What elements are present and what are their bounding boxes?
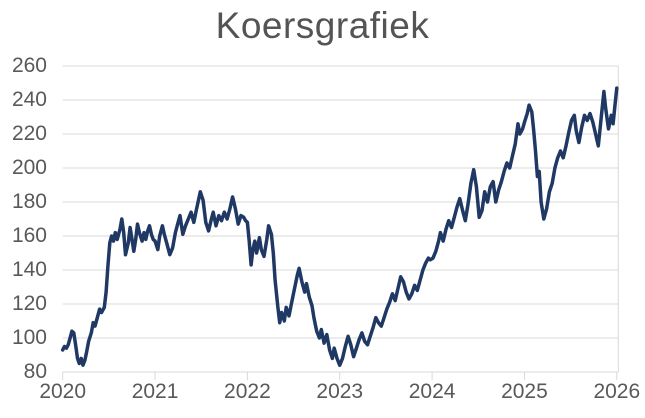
- y-axis-tick-label: 220: [11, 122, 47, 145]
- x-axis-tick-label: 2026: [593, 380, 641, 403]
- y-axis-tick-label: 260: [11, 54, 47, 77]
- x-axis-tick-label: 2023: [316, 380, 364, 403]
- y-axis-tick-label: 200: [11, 156, 47, 179]
- chart-title: Koersgrafiek: [215, 5, 430, 46]
- y-axis-tick-label: 100: [11, 326, 47, 349]
- x-axis-tick-label: 2025: [501, 380, 548, 403]
- y-axis-tick-label: 120: [11, 292, 47, 315]
- y-axis-tick-label: 180: [11, 190, 47, 213]
- x-axis-tick-label: 2022: [224, 380, 271, 403]
- price-series-line: [60, 86, 619, 367]
- y-axis-tick-label: 80: [23, 360, 47, 383]
- y-axis-tick-label: 160: [11, 224, 47, 247]
- y-axis-tick-label: 140: [11, 258, 47, 281]
- x-axis-tick-label: 2020: [39, 380, 87, 403]
- x-axis-tick-label: 2024: [408, 380, 456, 403]
- y-axis-tick-label: 240: [11, 88, 47, 111]
- x-axis-tick-label: 2021: [131, 380, 179, 403]
